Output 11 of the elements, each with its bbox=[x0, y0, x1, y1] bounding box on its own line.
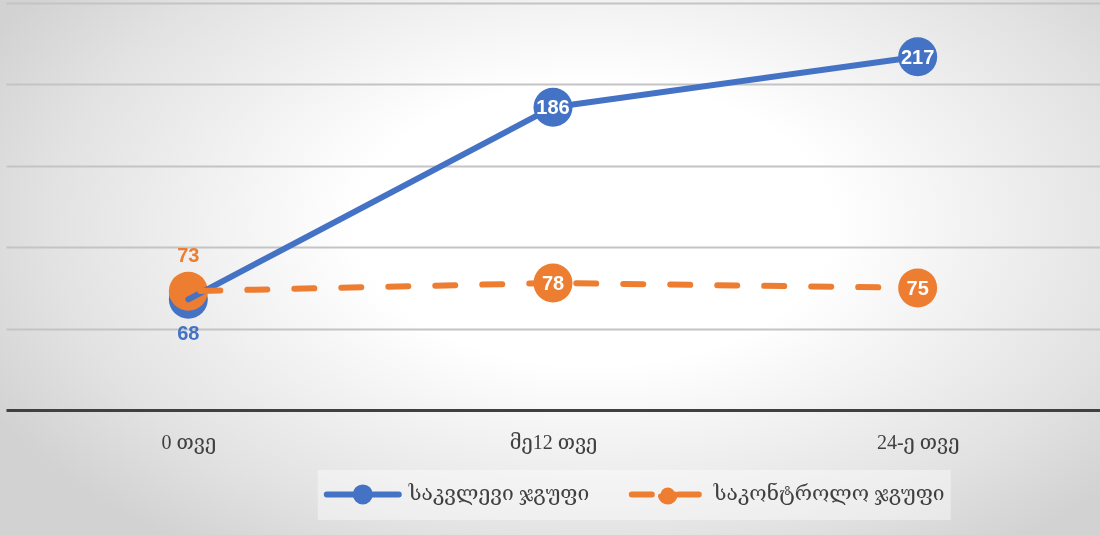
legend-label: საკონტროლო ჯგუფი bbox=[712, 481, 945, 506]
x-tick-label: 24-ე თვე bbox=[876, 430, 960, 454]
legend-label: საკვლევი ჯგუფი bbox=[407, 481, 590, 506]
data-label: 73 bbox=[177, 244, 200, 267]
data-label: 186 bbox=[536, 96, 570, 119]
data-label: 68 bbox=[177, 322, 200, 345]
data-label: 78 bbox=[541, 272, 565, 295]
x-tick-label: მე12 თვე bbox=[509, 430, 598, 454]
data-label: 75 bbox=[906, 276, 929, 299]
data-label: 217 bbox=[900, 45, 935, 68]
x-tick-label: 0 თვე bbox=[161, 430, 217, 454]
